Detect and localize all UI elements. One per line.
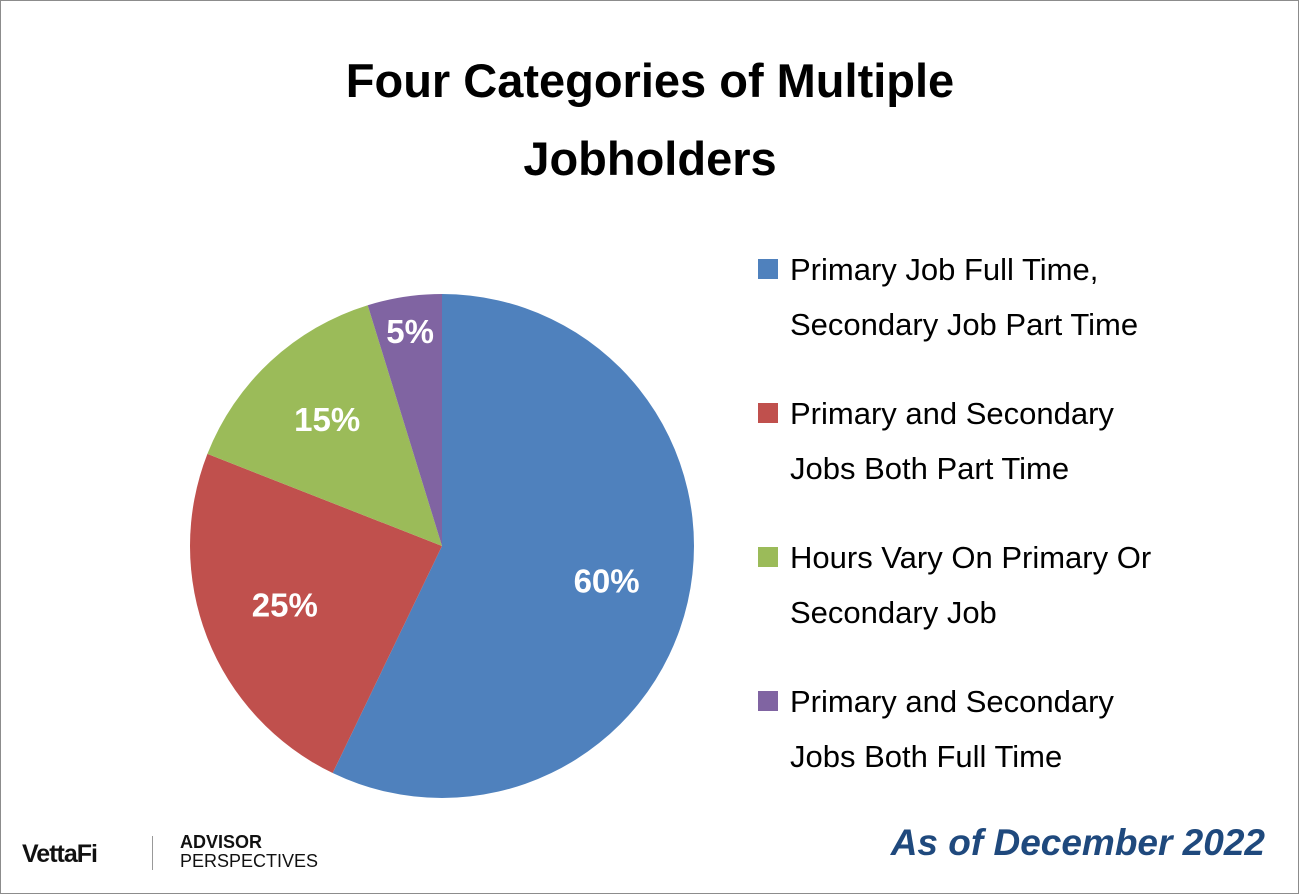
logo-vettafi: VettaFi [22, 840, 98, 868]
legend-label: Hours Vary On Primary Or Secondary Job [790, 540, 1152, 630]
logo-perspectives: PERSPECTIVES [180, 851, 319, 871]
chart-title: Four Categories of Multiple Jobholders [345, 54, 955, 185]
pie-slice [189, 453, 442, 774]
pie-slice [367, 294, 442, 546]
legend-swatch [758, 691, 778, 711]
slice-label: 60% [574, 562, 640, 599]
legend-label: Primary and Secondary Jobs Both Full Tim… [790, 684, 1114, 774]
slice-label: 15% [294, 401, 360, 438]
legend-label: Primary and Secondary Jobs Both Part Tim… [790, 396, 1114, 486]
pie-slice [332, 294, 694, 798]
slice-label: 5% [386, 313, 434, 350]
logo-separator [152, 836, 153, 870]
note: As of December 2022 [890, 822, 1265, 863]
legend-swatch [758, 547, 778, 567]
legend-swatch [758, 259, 778, 279]
pie-slice [207, 305, 442, 546]
legend-swatch [758, 403, 778, 423]
legend-label: Primary Job Full Time, Secondary Job Par… [790, 252, 1139, 342]
logo-advisor: ADVISOR [180, 832, 263, 852]
slice-label: 25% [252, 586, 318, 623]
